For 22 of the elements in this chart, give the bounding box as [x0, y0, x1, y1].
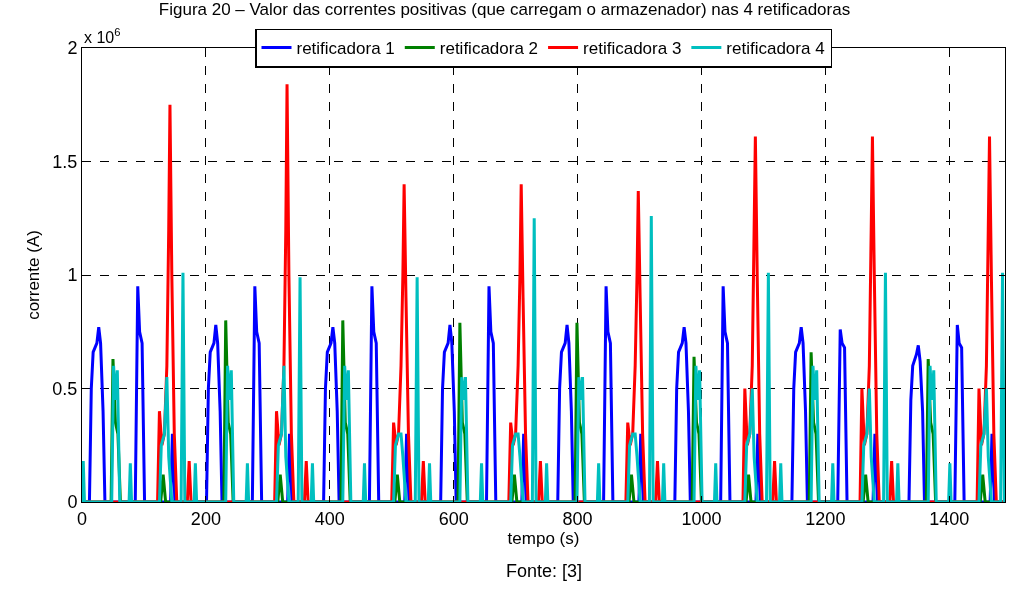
x-tick-label: 400 — [314, 508, 345, 529]
x-tick-label: 1400 — [929, 508, 970, 529]
legend-label: retificadora 1 — [296, 39, 395, 59]
line-series — [82, 214, 1005, 502]
y-tick-label: 2 — [67, 38, 78, 59]
y-tick-label: 1.5 — [52, 151, 78, 172]
x-tick-label: 800 — [562, 508, 593, 529]
legend-label: retificadora 4 — [726, 39, 825, 59]
y-tick-label: 0 — [67, 492, 78, 513]
x-tick-label: 600 — [438, 508, 469, 529]
legend-label: retificadora 2 — [439, 39, 539, 59]
text: x 10$^{6}$ — [84, 26, 121, 46]
y-tick-label: 1 — [67, 265, 78, 286]
x-axis-title: tempo (s) — [507, 529, 580, 548]
x-tick-label: 1200 — [805, 508, 846, 529]
x-tick-label: 200 — [190, 508, 221, 529]
legend-label: retificadora 3 — [583, 39, 682, 59]
y-tick-label: 0.5 — [52, 378, 78, 399]
chart-title: Figura 20 – Valor das correntes positivas (que carregam o armazenador) nas 4 retificadoras — [158, 0, 851, 19]
y-axis-title: corrente (A) — [23, 230, 43, 320]
source-note: Fonte: [3] — [506, 561, 583, 581]
x-tick-label: 1000 — [681, 508, 722, 529]
